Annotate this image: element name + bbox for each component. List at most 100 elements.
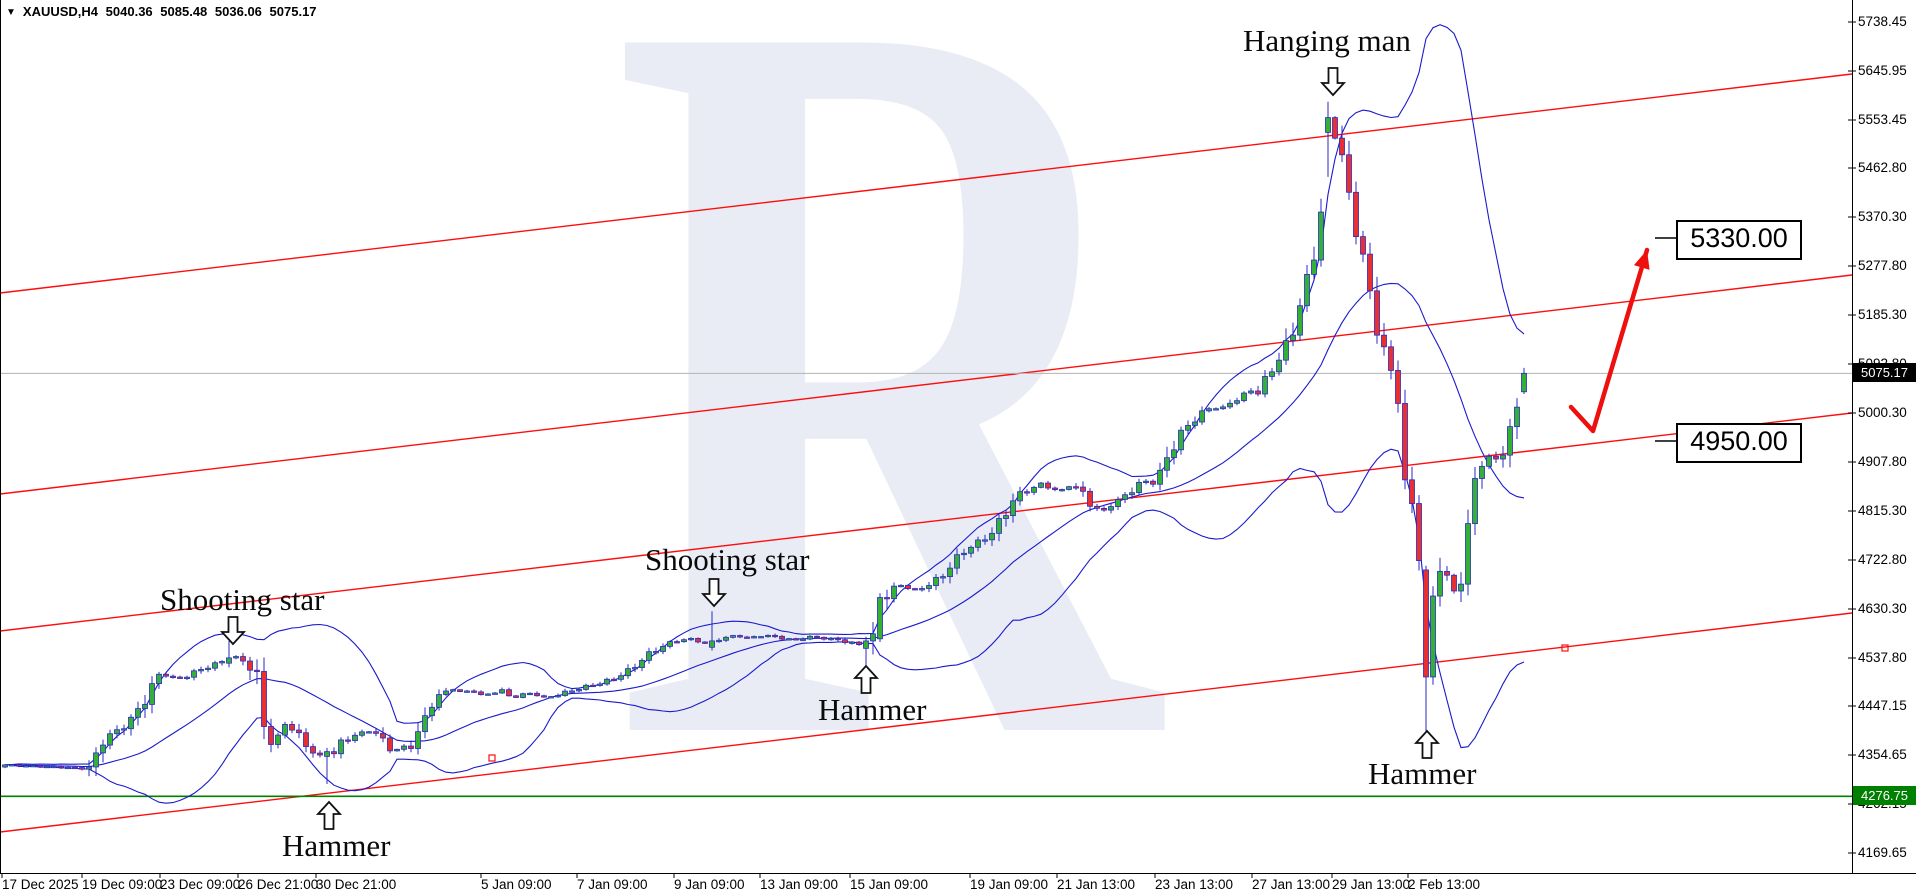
bollinger-lower-band: [4, 448, 1525, 804]
forecast-arrow-shaft[interactable]: [1568, 247, 1650, 434]
annotation-hammer-3[interactable]: Hammer: [1368, 756, 1477, 791]
bear-candle-body: [303, 732, 309, 747]
bear-candle-body: [1360, 236, 1366, 255]
bull-candle-body: [1297, 305, 1303, 336]
price-tick-label: 4354.65: [1858, 747, 1907, 762]
block-arrow-down-icon[interactable]: [219, 616, 247, 646]
bull-candle-body: [709, 640, 715, 648]
bull-candle-body: [1290, 334, 1296, 341]
bear-candle-body: [1423, 569, 1429, 678]
price-tick-label: 5645.95: [1858, 62, 1907, 78]
bear-candle-body: [702, 641, 708, 644]
bull-candle-body: [1479, 465, 1485, 479]
bull-candle-body: [1115, 499, 1121, 507]
block-arrow-up-icon[interactable]: [1413, 729, 1441, 759]
annotation-hanging-man[interactable]: Hanging man: [1243, 23, 1411, 58]
bear-candle-body: [814, 635, 820, 639]
bear-candle-body: [1451, 574, 1457, 592]
bull-candle-body: [926, 585, 932, 589]
bollinger-bands-group: [4, 24, 1525, 804]
bull-candle-body: [1213, 408, 1219, 411]
bull-candle-body: [1038, 482, 1044, 488]
bear-candle-body: [177, 676, 183, 679]
annotation-hammer-1[interactable]: Hammer: [282, 828, 391, 863]
bear-candle-body: [408, 745, 414, 749]
bull-candle-body: [23, 765, 29, 768]
price-tick-label: 5185.30: [1858, 307, 1907, 322]
bear-candle-body: [856, 641, 862, 646]
bull-candle-body: [443, 690, 449, 695]
time-tick-label: 13 Jan 09:00: [760, 877, 839, 892]
bull-candle-body: [898, 584, 904, 588]
bull-candle-body: [415, 731, 421, 749]
bear-candle-body: [1045, 482, 1051, 489]
bear-candle-body: [1073, 486, 1079, 489]
bull-candle-body: [1157, 469, 1163, 485]
bull-candle-body: [1122, 494, 1128, 500]
bear-candle-body: [457, 689, 463, 692]
channel-line-3[interactable]: [0, 412, 1853, 632]
support-price-badge: 4276.75: [1853, 786, 1916, 806]
bear-candle-body: [1024, 491, 1030, 494]
price-tick-label: 5462.80: [1858, 160, 1907, 175]
bull-candle-body: [891, 585, 897, 600]
bear-candle-body: [254, 669, 260, 673]
bull-candle-body: [1458, 583, 1464, 592]
bull-candle-body: [653, 651, 659, 654]
block-arrow-up-icon[interactable]: [852, 664, 880, 694]
block-arrow-up-icon[interactable]: [315, 800, 343, 830]
time-tick-label: 17 Dec 2025: [2, 877, 79, 892]
channel-line-2[interactable]: [0, 274, 1853, 495]
block-arrow-down-icon[interactable]: [1319, 67, 1347, 97]
bull-candle-body: [275, 734, 281, 745]
bull-candle-body: [1241, 392, 1247, 402]
bear-candle-body: [373, 731, 379, 734]
price-tick-label: 4630.30: [1858, 600, 1907, 616]
bull-candle-body: [485, 693, 491, 696]
channel-line-1[interactable]: [0, 73, 1853, 294]
forecast-arrowhead-icon[interactable]: [1633, 250, 1650, 270]
bear-candle-body: [590, 684, 596, 688]
bull-candle-body: [1234, 400, 1240, 404]
price-tick-label: 4722.80: [1858, 551, 1907, 567]
annotation-shooting-star-1[interactable]: Shooting star: [160, 582, 325, 617]
bear-candle-body: [261, 671, 267, 727]
bear-candle-body: [835, 637, 841, 641]
block-arrow-down-icon[interactable]: [700, 578, 728, 608]
bear-candle-body: [1374, 290, 1380, 336]
price-tick-label: 4907.80: [1858, 453, 1907, 469]
bull-candle-body: [1486, 455, 1492, 467]
bull-candle-body: [184, 676, 190, 680]
bull-candle-body: [65, 766, 71, 770]
bull-candle-body: [681, 639, 687, 643]
bull-candle-body: [1178, 429, 1184, 451]
annotation-shooting-star-2[interactable]: Shooting star: [645, 542, 810, 577]
bull-candle-body: [205, 667, 211, 670]
bull-candle-body: [135, 708, 141, 718]
bear-candle-body: [506, 689, 512, 697]
bear-candle-body: [380, 732, 386, 739]
bear-candle-body: [534, 692, 540, 697]
ohlc-open-value: 5040.36: [105, 4, 153, 19]
bull-candle-body: [989, 532, 995, 541]
target-price-box-5330[interactable]: 5330.00: [1676, 220, 1802, 260]
bear-candle-body: [1444, 571, 1450, 576]
bull-candle-body: [1206, 408, 1212, 412]
channel-handle-2[interactable]: [1561, 644, 1569, 652]
bull-candle-body: [1248, 390, 1254, 394]
time-tick-label: 29 Jan 13:00: [1332, 877, 1411, 892]
symbol-dropdown-icon[interactable]: ▼: [6, 7, 16, 18]
bollinger-middle-band: [4, 282, 1525, 768]
bull-candle-body: [569, 690, 575, 693]
bear-candle-body: [1388, 346, 1394, 371]
annotation-hammer-2[interactable]: Hammer: [818, 692, 927, 727]
candles-group: [2, 101, 1527, 784]
bear-candle-body: [737, 635, 743, 638]
channel-handle-1[interactable]: [488, 754, 496, 762]
bull-candle-body: [1500, 454, 1506, 460]
time-tick-label: 26 Dec 21:00: [238, 877, 319, 892]
target-price-box-4950[interactable]: 4950.00: [1676, 423, 1802, 463]
bull-candle-body: [1031, 486, 1037, 493]
